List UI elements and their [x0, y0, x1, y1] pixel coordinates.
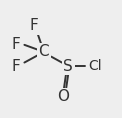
Text: F: F — [11, 37, 20, 52]
Text: O: O — [57, 89, 69, 104]
Text: Cl: Cl — [88, 59, 102, 73]
Text: F: F — [11, 59, 20, 74]
Text: F: F — [30, 18, 39, 34]
Text: S: S — [63, 59, 73, 74]
Text: C: C — [39, 44, 49, 59]
